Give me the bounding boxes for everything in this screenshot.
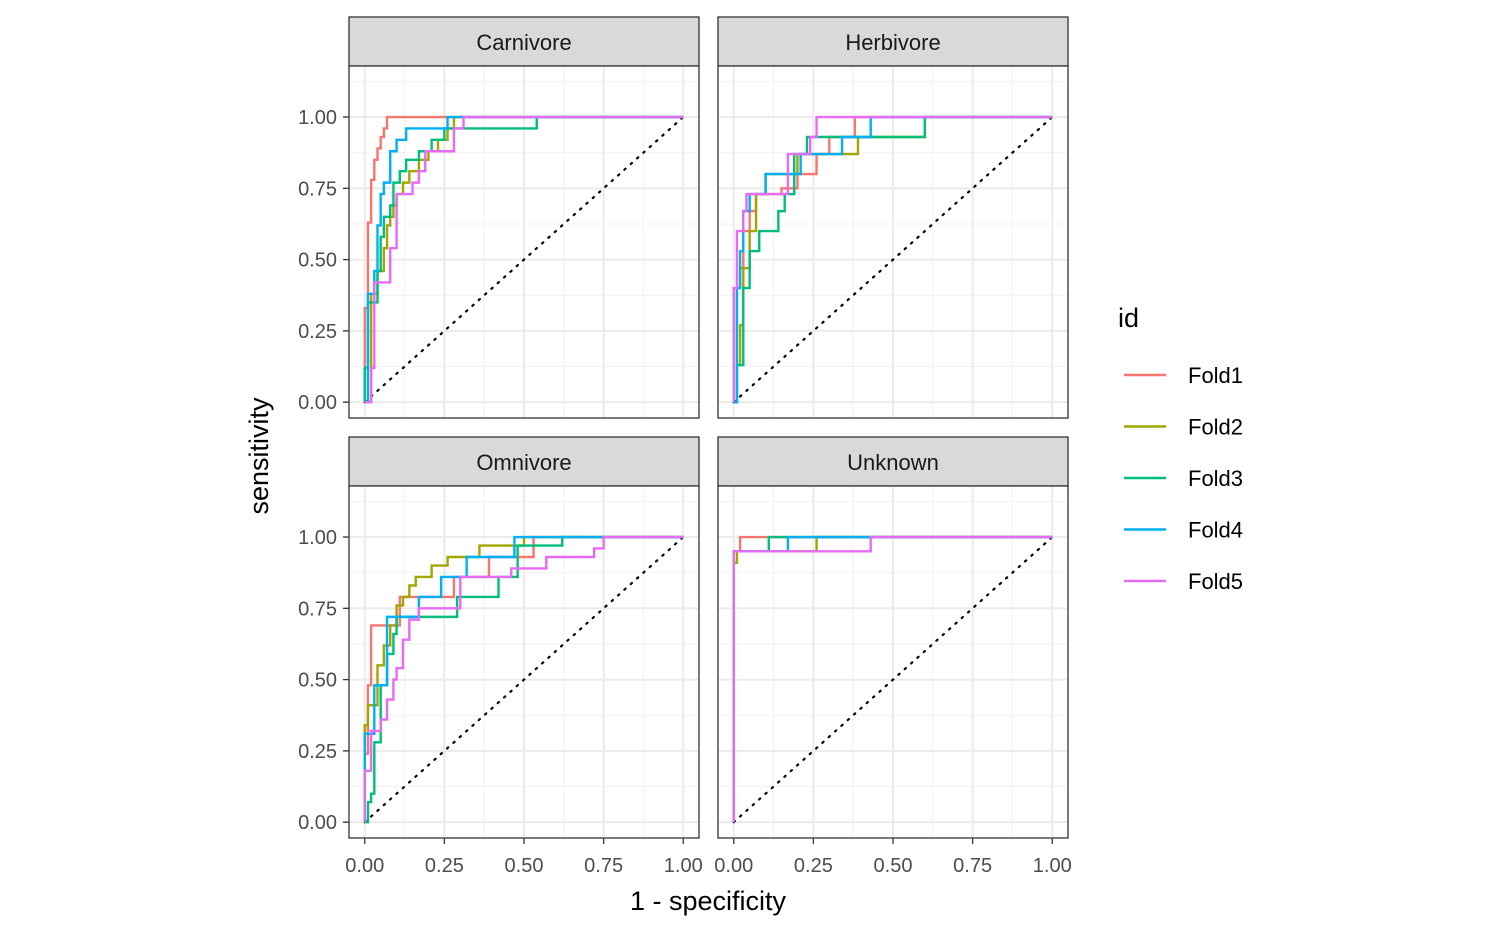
x-axis-title: 1 - specificity xyxy=(630,886,787,916)
reference-diagonal xyxy=(732,115,1054,404)
y-tick-label: 0.75 xyxy=(298,178,337,200)
y-tick-label: 1.00 xyxy=(298,527,337,549)
strip-label-omnivore: Omnivore xyxy=(476,450,571,475)
strip-label-unknown: Unknown xyxy=(847,450,939,475)
panel-unknown: Unknown 0.00 0.25 0.50 0.75 1.00 xyxy=(714,436,1072,877)
panel-border xyxy=(348,65,700,419)
y-tick-label: 0.50 xyxy=(298,670,337,692)
x-tick-label: 0.00 xyxy=(345,855,384,877)
y-tick-label: 0.75 xyxy=(298,598,337,620)
panel-carnivore: Carnivore 0.00 0.25 0.50 0.75 1.00 xyxy=(298,16,700,419)
y-tick-label: 0.25 xyxy=(298,321,337,343)
x-tick-label: 0.25 xyxy=(794,855,833,877)
y-tick-label: 1.00 xyxy=(298,107,337,129)
strip-carnivore xyxy=(348,16,700,67)
legend-label-fold4: Fold4 xyxy=(1188,518,1243,543)
legend-label-fold1: Fold1 xyxy=(1188,363,1243,388)
series-line-fold3 xyxy=(364,535,684,824)
strip-herbivore xyxy=(717,16,1069,67)
reference-diagonal xyxy=(363,115,685,404)
series-line-fold4 xyxy=(363,535,684,823)
y-tick-label: 0.25 xyxy=(298,741,337,763)
legend-entries: Fold1 Fold2 Fold3 Fold4 Fold5 xyxy=(1124,363,1243,594)
strip-label-herbivore: Herbivore xyxy=(845,30,940,55)
legend: id Fold1 Fold2 Fold3 Fold4 Fold5 xyxy=(1118,303,1243,594)
reference-diagonal xyxy=(363,535,685,824)
series-line-fold5 xyxy=(363,535,684,823)
series-line-fold3 xyxy=(363,115,684,403)
panels-layer: Carnivore 0.00 0.25 0.50 0.75 1.00 Herbivore Om… xyxy=(298,16,1072,877)
x-tick-label: 1.00 xyxy=(664,855,703,877)
x-tick-label: 0.75 xyxy=(584,855,623,877)
series-line-fold5 xyxy=(364,115,684,404)
legend-label-fold3: Fold3 xyxy=(1188,466,1243,491)
y-tick-label: 0.00 xyxy=(298,812,337,834)
series-line-fold5 xyxy=(732,535,1053,823)
x-tick-label: 0.00 xyxy=(714,855,753,877)
x-tick-label: 0.25 xyxy=(425,855,464,877)
x-tick-label: 0.50 xyxy=(505,855,544,877)
reference-diagonal xyxy=(732,535,1054,824)
legend-label-fold5: Fold5 xyxy=(1188,569,1243,594)
series-line-fold5 xyxy=(732,115,1053,403)
y-tick-label: 0.00 xyxy=(298,392,337,414)
y-tick-label: 0.50 xyxy=(298,250,337,272)
strip-omnivore xyxy=(348,436,700,487)
panel-omnivore: Omnivore 0.00 0.25 0.50 0.75 1.00 0.00 0.25 0.50… xyxy=(298,436,703,877)
x-tick-label: 0.75 xyxy=(953,855,992,877)
y-axis-title: sensitivity xyxy=(244,397,274,515)
strip-label-carnivore: Carnivore xyxy=(476,30,571,55)
legend-label-fold2: Fold2 xyxy=(1188,415,1243,440)
series-line-fold3 xyxy=(733,115,1053,404)
x-tick-label: 1.00 xyxy=(1033,855,1072,877)
panel-herbivore: Herbivore xyxy=(717,16,1069,419)
x-tick-label: 0.50 xyxy=(874,855,913,877)
series-line-fold1 xyxy=(363,115,684,403)
legend-title: id xyxy=(1118,303,1139,333)
panel-border xyxy=(717,65,1069,419)
